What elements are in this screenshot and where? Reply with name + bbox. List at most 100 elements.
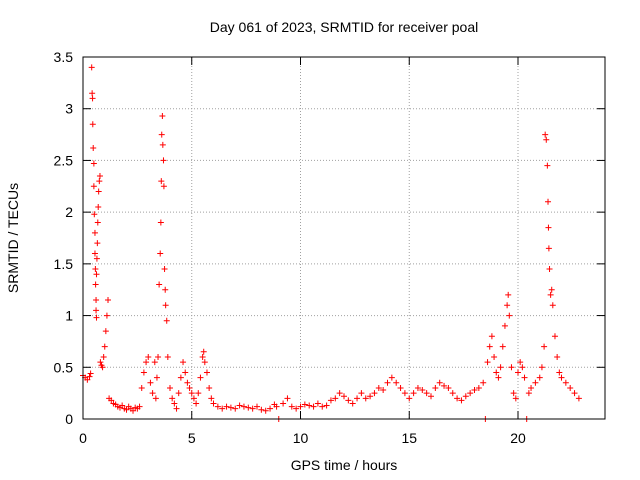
data-point <box>103 312 110 319</box>
data-point <box>167 384 173 391</box>
data-point <box>548 286 555 293</box>
y-tick-label: 1 <box>65 308 73 324</box>
data-point <box>162 302 169 309</box>
data-point <box>510 390 517 397</box>
data-point <box>182 369 189 376</box>
data-point <box>397 384 404 391</box>
data-point <box>240 403 247 410</box>
data-point <box>152 395 159 402</box>
data-point <box>89 95 96 102</box>
data-point <box>497 364 504 371</box>
data-point <box>160 157 167 164</box>
data-point <box>245 404 252 411</box>
data-point <box>499 343 506 350</box>
data-point <box>306 402 313 409</box>
data-point <box>454 395 461 402</box>
data-point <box>89 121 96 128</box>
data-point <box>541 343 548 350</box>
data-point <box>288 403 295 410</box>
data-point <box>419 387 426 394</box>
data-point <box>90 183 97 190</box>
data-point <box>380 387 387 394</box>
data-point <box>545 198 552 205</box>
data-point <box>155 353 162 360</box>
data-point <box>173 405 180 412</box>
data-point <box>362 395 369 402</box>
data-point <box>319 403 326 410</box>
data-point <box>96 178 103 185</box>
data-point <box>153 374 160 381</box>
data-point <box>423 390 430 397</box>
data-point <box>428 393 434 400</box>
data-point <box>410 390 417 397</box>
data-point <box>158 131 165 138</box>
data-point <box>190 395 197 402</box>
data-point <box>97 359 104 366</box>
data-point <box>462 393 469 400</box>
data-point <box>515 369 521 376</box>
data-point <box>105 297 112 304</box>
data-point <box>401 390 408 397</box>
data-point <box>108 397 115 404</box>
data-points <box>80 64 582 422</box>
y-tick-label: 0.5 <box>54 359 74 375</box>
data-point <box>119 402 126 409</box>
data-point <box>249 405 256 412</box>
data-point <box>88 64 95 71</box>
data-point <box>254 403 260 410</box>
data-point <box>188 390 195 397</box>
data-point <box>91 229 98 236</box>
data-point <box>371 390 378 397</box>
data-point <box>332 395 339 402</box>
data-point <box>475 384 482 391</box>
data-point <box>273 403 280 410</box>
y-tick-label: 2.5 <box>54 152 74 168</box>
data-point <box>99 364 106 371</box>
data-point <box>138 384 145 391</box>
data-point <box>458 397 465 404</box>
data-point <box>345 397 352 404</box>
data-point <box>171 400 178 407</box>
data-point <box>157 219 164 226</box>
data-point <box>162 286 169 293</box>
data-point <box>93 271 100 278</box>
data-point <box>147 379 154 386</box>
data-point <box>84 376 91 383</box>
data-point <box>136 403 143 410</box>
data-point <box>543 136 550 143</box>
data-point <box>149 390 156 397</box>
chart-title: Day 061 of 2023, SRMTID for receiver poa… <box>210 19 478 35</box>
data-point <box>157 250 164 257</box>
data-point <box>480 379 487 386</box>
data-point <box>327 397 334 404</box>
data-point <box>525 390 532 397</box>
data-point <box>93 314 100 321</box>
data-point <box>130 407 137 414</box>
data-point <box>406 395 413 402</box>
data-point <box>467 390 474 397</box>
x-tick-label: 5 <box>188 430 196 446</box>
data-point <box>521 374 528 381</box>
data-point <box>556 369 563 376</box>
data-point <box>236 402 243 409</box>
data-point <box>93 255 100 262</box>
data-point <box>93 307 100 314</box>
data-point <box>184 379 191 386</box>
data-point <box>532 379 539 386</box>
plot-frame <box>82 56 606 420</box>
data-point <box>158 178 165 185</box>
data-point <box>203 369 210 376</box>
x-tick-label: 0 <box>79 430 87 446</box>
data-point <box>92 266 99 273</box>
data-point <box>87 370 94 377</box>
data-point <box>491 353 498 360</box>
y-tick-label: 2 <box>65 204 73 220</box>
data-point <box>558 374 565 381</box>
data-point <box>86 373 93 380</box>
data-point <box>93 297 100 304</box>
data-point <box>341 393 347 400</box>
data-point <box>280 400 287 407</box>
data-point <box>575 395 582 402</box>
data-point <box>336 390 343 397</box>
data-point <box>554 353 561 360</box>
